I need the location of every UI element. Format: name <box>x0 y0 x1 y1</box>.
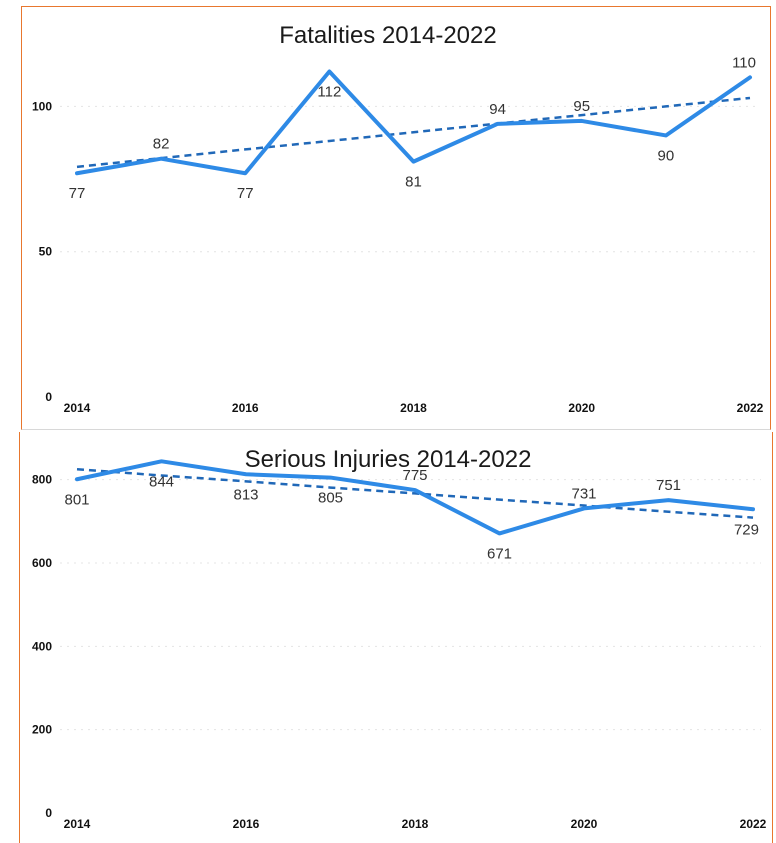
injuries-data-label: 729 <box>734 521 759 538</box>
injuries-data-label: 671 <box>487 545 512 562</box>
fatalities-x-tick-label: 2016 <box>232 401 259 415</box>
fatalities-chart-panel: Fatalities 2014-2022 0 50 100 2014 2016 2018 2… <box>21 6 771 430</box>
fatalities-data-label: 94 <box>489 101 506 118</box>
injuries-y-tick-label: 200 <box>32 723 52 737</box>
injuries-data-label: 813 <box>233 486 258 503</box>
fatalities-x-tick-label: 2018 <box>400 401 427 415</box>
injuries-x-tick-label: 2020 <box>571 817 598 831</box>
injuries-data-label: 805 <box>318 490 343 507</box>
serious-injuries-line-chart: 0 200 400 600 800 2014 2016 2018 2020 2022 801 844 8… <box>32 459 767 831</box>
injuries-y-tick-label: 600 <box>32 556 52 570</box>
fatalities-y-tick-label: 0 <box>45 390 52 404</box>
fatalities-data-label: 77 <box>237 185 254 202</box>
injuries-x-tick-label: 2016 <box>233 817 260 831</box>
fatalities-chart-frame <box>21 6 771 430</box>
fatalities-x-tick-label: 2022 <box>737 401 764 415</box>
injuries-x-tick-label: 2022 <box>740 817 767 831</box>
fatalities-data-label: 110 <box>732 54 756 71</box>
serious-injuries-chart-frame <box>19 432 773 843</box>
fatalities-data-label: 95 <box>573 98 590 115</box>
injuries-x-tick-label: 2014 <box>64 817 91 831</box>
fatalities-chart-title: Fatalities 2014-2022 <box>279 22 497 49</box>
injuries-x-tick-label: 2018 <box>402 817 429 831</box>
fatalities-data-label: 77 <box>69 185 86 202</box>
injuries-data-label: 844 <box>149 473 174 490</box>
injuries-data-label: 731 <box>571 485 596 502</box>
fatalities-x-tick-label: 2020 <box>568 401 595 415</box>
fatalities-data-label: 81 <box>405 174 422 191</box>
fatalities-data-label: 82 <box>153 136 170 153</box>
fatalities-series-line <box>75 69 752 176</box>
injuries-data-label: 751 <box>656 477 681 494</box>
fatalities-data-label: 112 <box>317 84 341 101</box>
fatalities-line-chart: 0 50 100 2014 2016 2018 2020 2022 77 82 77 112 81 94 9… <box>32 54 764 415</box>
injuries-trendline <box>76 468 754 519</box>
fatalities-y-tick-label: 50 <box>39 245 53 259</box>
injuries-y-tick-label: 0 <box>45 806 52 820</box>
fatalities-trendline <box>76 96 751 169</box>
injuries-y-tick-label: 800 <box>32 473 52 487</box>
serious-injuries-chart-title: Serious Injuries 2014-2022 <box>244 446 532 473</box>
serious-injuries-chart-panel: Serious Injuries 2014-2022 0 200 400 600 800… <box>0 430 776 843</box>
injuries-y-tick-label: 400 <box>32 639 52 653</box>
injuries-data-label: 801 <box>64 491 89 508</box>
fatalities-y-tick-label: 100 <box>32 99 52 113</box>
fatalities-x-tick-label: 2014 <box>64 401 91 415</box>
fatalities-data-label: 90 <box>658 147 675 164</box>
injuries-data-label: 775 <box>402 467 427 484</box>
